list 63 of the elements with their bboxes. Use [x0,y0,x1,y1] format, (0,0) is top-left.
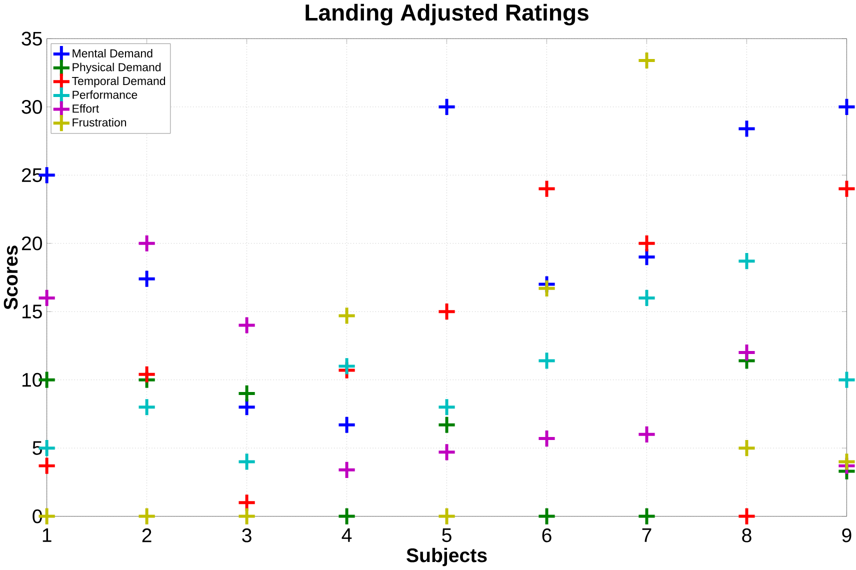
x-tick-label: 5 [442,528,452,542]
point [137,398,156,417]
chart-title: Landing Adjusted Ratings [306,4,588,26]
point [437,442,456,462]
point [437,506,456,526]
y-axis-title: Scores [4,246,18,310]
legend-label: Mental Demand [72,49,152,58]
y-tick-label: 15 [22,304,42,318]
y-tick-label: 20 [22,236,42,250]
point [637,50,656,70]
point [337,306,356,326]
point [637,506,656,526]
point [137,364,156,384]
y-tick-label: 25 [22,168,42,182]
x-tick-label: 9 [842,528,852,542]
point [237,384,256,404]
point [337,506,356,526]
point [237,452,256,472]
point [237,506,256,526]
x-tick-label: 6 [542,528,552,542]
x-tick-label: 4 [342,528,352,542]
point [737,252,756,271]
point [137,269,156,288]
point [337,460,356,480]
point [137,234,156,253]
point [737,343,756,362]
point [137,506,156,526]
point [837,179,856,198]
point [337,356,356,376]
point [437,398,456,417]
point [537,506,556,526]
point [637,288,656,308]
point [237,316,256,335]
legend-label: Performance [72,90,138,99]
point [37,456,56,476]
legend-label: Physical Demand [72,62,161,74]
legend-label: Temporal Demand [72,76,166,88]
point [737,119,756,138]
y-tick-label: 30 [22,100,42,114]
point [837,97,856,116]
point [637,424,656,444]
point [537,428,556,448]
point [737,506,756,526]
point [637,234,656,253]
x-tick-label: 1 [42,528,52,542]
x-axis-title: Subjects [406,548,487,566]
point [437,302,456,322]
point [837,370,856,390]
x-tick-label: 8 [742,528,752,542]
point [337,415,356,434]
x-tick-label: 7 [642,528,652,542]
point [437,97,456,116]
point [537,278,556,298]
point [537,351,556,370]
point [737,438,756,458]
legend-label: Frustration [72,118,126,127]
y-tick-label: 35 [22,32,42,46]
x-tick-label: 2 [142,528,152,542]
point [437,415,456,434]
x-tick-label: 3 [242,528,252,542]
point [837,452,856,472]
legend-label: Effort [72,104,99,113]
point [537,179,556,198]
